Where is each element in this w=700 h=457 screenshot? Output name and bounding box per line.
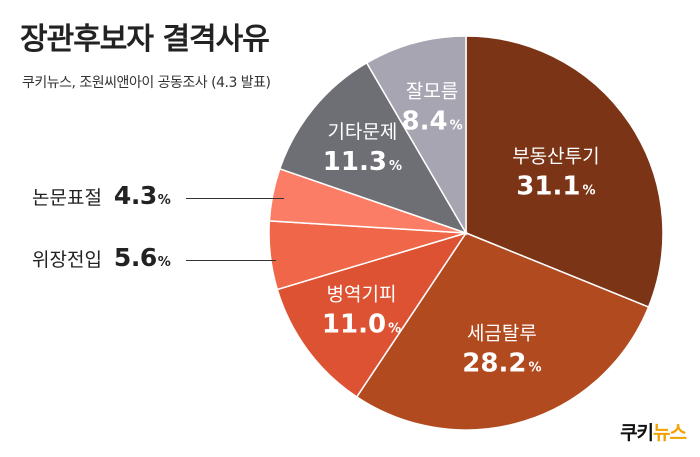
slice-label-name: 병역기피 <box>327 283 397 305</box>
label-name: 논문표절 <box>32 187 102 209</box>
label-name: 위장전입 <box>32 249 102 271</box>
leader-line-address <box>186 260 276 261</box>
logo-part1: 쿠키 <box>620 422 654 444</box>
chart-title: 장관후보자 결격사유 <box>20 22 270 57</box>
label-value: 4.3 <box>113 181 157 210</box>
logo-part2: 뉴스 <box>653 422 687 444</box>
chart-subtitle: 쿠키뉴스, 조원씨앤아이 공동조사 (4.3 발표) <box>22 75 271 91</box>
slice-label-name: 잘모름 <box>406 81 458 103</box>
kuki-news-logo: 쿠키뉴스 <box>620 418 687 445</box>
pie-slice-1 <box>355 232 650 431</box>
pie-slice-6 <box>365 35 467 236</box>
slice-label-value: 11.3% <box>323 147 402 177</box>
percent-sign: % <box>157 193 171 208</box>
label-thesis-plagiarism: 논문표절 4.3 % <box>32 181 171 210</box>
pie-slice-5 <box>278 61 468 235</box>
slice-label-value: 31.1% <box>516 172 595 202</box>
pie-slice-0 <box>465 35 664 309</box>
percent-sign: % <box>157 255 171 270</box>
pie-slice-2 <box>276 231 468 398</box>
label-value: 5.6 <box>113 243 157 272</box>
slice-label-value: 11.0% <box>322 309 401 339</box>
slice-label-name: 세금탈루 <box>467 323 537 345</box>
leader-line-thesis <box>186 198 284 199</box>
label-false-address: 위장전입 5.6 % <box>32 243 171 272</box>
slice-label-name: 기타문제 <box>327 121 397 143</box>
slice-label-name: 부동산투기 <box>512 146 599 168</box>
slice-label-value: 28.2% <box>462 349 541 379</box>
slice-label-value: 8.4% <box>402 107 463 137</box>
